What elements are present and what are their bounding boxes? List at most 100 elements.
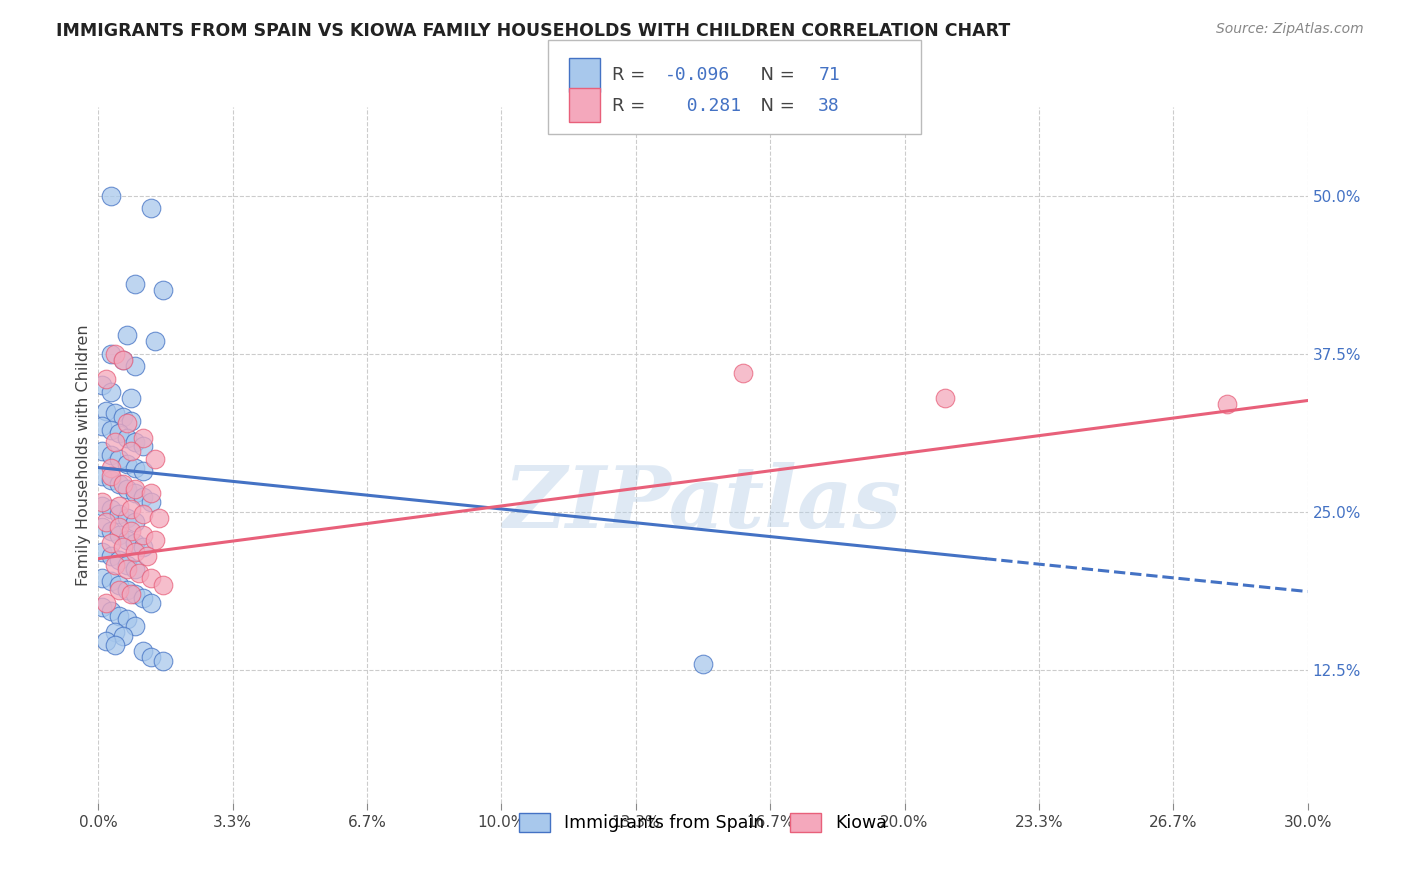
Point bbox=[143, 533, 166, 547]
Point bbox=[100, 423, 122, 437]
Text: N =: N = bbox=[749, 96, 801, 114]
Text: Source: ZipAtlas.com: Source: ZipAtlas.com bbox=[1216, 22, 1364, 37]
Point bbox=[124, 277, 146, 292]
Point bbox=[100, 469, 122, 483]
Point bbox=[111, 541, 134, 555]
Point bbox=[100, 448, 122, 462]
Point bbox=[103, 347, 125, 361]
Point bbox=[91, 494, 114, 508]
Point bbox=[132, 644, 155, 658]
Point bbox=[111, 353, 134, 368]
Point bbox=[1216, 397, 1239, 411]
Point bbox=[91, 418, 114, 433]
Point bbox=[124, 515, 146, 529]
Text: N =: N = bbox=[749, 66, 801, 84]
Point bbox=[124, 460, 146, 475]
Point bbox=[91, 469, 114, 483]
Point bbox=[132, 439, 155, 453]
Point bbox=[132, 527, 155, 541]
Point bbox=[120, 391, 142, 405]
Point bbox=[124, 587, 146, 601]
Point bbox=[115, 457, 138, 471]
Point bbox=[107, 520, 129, 534]
Point bbox=[96, 633, 118, 648]
Point bbox=[100, 603, 122, 617]
Point bbox=[96, 403, 118, 417]
Point bbox=[139, 494, 162, 508]
Point bbox=[103, 625, 125, 640]
Point bbox=[91, 378, 114, 392]
Text: 71: 71 bbox=[818, 66, 839, 84]
Point bbox=[111, 629, 134, 643]
Point bbox=[115, 417, 138, 431]
Point bbox=[115, 432, 138, 446]
Point bbox=[111, 409, 134, 424]
Point bbox=[103, 435, 125, 450]
Point bbox=[115, 583, 138, 598]
Point bbox=[124, 562, 146, 576]
Point bbox=[120, 587, 142, 601]
Point bbox=[115, 511, 138, 525]
Point bbox=[692, 657, 714, 671]
Point bbox=[107, 578, 129, 592]
Point bbox=[120, 524, 142, 538]
Point bbox=[139, 201, 162, 215]
Point bbox=[120, 502, 142, 516]
Point bbox=[107, 508, 129, 522]
Point bbox=[124, 486, 146, 500]
Point bbox=[107, 477, 129, 491]
Point bbox=[100, 574, 122, 589]
Point bbox=[91, 520, 114, 534]
Legend: Immigrants from Spain, Kiowa: Immigrants from Spain, Kiowa bbox=[512, 806, 894, 839]
Point bbox=[152, 284, 174, 298]
Point bbox=[115, 482, 138, 496]
Text: R =: R = bbox=[612, 66, 651, 84]
Point bbox=[100, 188, 122, 202]
Point bbox=[132, 591, 155, 605]
Point bbox=[132, 432, 155, 446]
Point bbox=[124, 618, 146, 632]
Point bbox=[91, 571, 114, 585]
Point bbox=[96, 596, 118, 610]
Point bbox=[124, 545, 146, 559]
Point bbox=[100, 460, 122, 475]
Point bbox=[124, 536, 146, 550]
Point bbox=[143, 334, 166, 348]
Point bbox=[103, 638, 125, 652]
Point bbox=[111, 353, 134, 368]
Point bbox=[107, 583, 129, 598]
Point bbox=[115, 327, 138, 342]
Point bbox=[107, 451, 129, 466]
Point bbox=[115, 558, 138, 572]
Point bbox=[111, 477, 134, 491]
Point bbox=[91, 599, 114, 614]
Point bbox=[132, 490, 155, 504]
Point bbox=[733, 366, 755, 380]
Point bbox=[115, 612, 138, 626]
Point bbox=[100, 549, 122, 563]
Point bbox=[91, 499, 114, 513]
Point bbox=[100, 524, 122, 538]
Point bbox=[100, 384, 122, 399]
Text: ZIPatlas: ZIPatlas bbox=[503, 462, 903, 545]
Point bbox=[124, 359, 146, 374]
Point bbox=[124, 482, 146, 496]
Point bbox=[934, 391, 956, 405]
Point bbox=[103, 406, 125, 420]
Point bbox=[96, 515, 118, 529]
Point bbox=[132, 464, 155, 478]
Y-axis label: Family Households with Children: Family Households with Children bbox=[76, 324, 91, 586]
Text: 38: 38 bbox=[818, 96, 839, 114]
Text: -0.096: -0.096 bbox=[665, 66, 730, 84]
Point bbox=[132, 508, 155, 522]
Point bbox=[91, 444, 114, 458]
Point bbox=[128, 566, 150, 580]
Point bbox=[139, 486, 162, 500]
Text: IMMIGRANTS FROM SPAIN VS KIOWA FAMILY HOUSEHOLDS WITH CHILDREN CORRELATION CHART: IMMIGRANTS FROM SPAIN VS KIOWA FAMILY HO… bbox=[56, 22, 1011, 40]
Point bbox=[139, 596, 162, 610]
Point bbox=[120, 444, 142, 458]
Point bbox=[107, 608, 129, 623]
Point bbox=[103, 558, 125, 572]
Point bbox=[148, 511, 170, 525]
Point bbox=[120, 414, 142, 428]
